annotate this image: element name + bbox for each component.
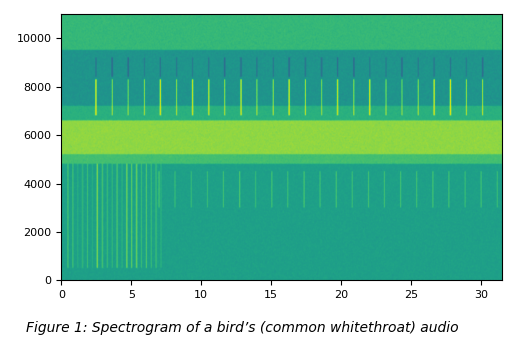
Text: Figure 1: Spectrogram of a bird’s (common whitethroat) audio: Figure 1: Spectrogram of a bird’s (commo… [26,321,458,335]
